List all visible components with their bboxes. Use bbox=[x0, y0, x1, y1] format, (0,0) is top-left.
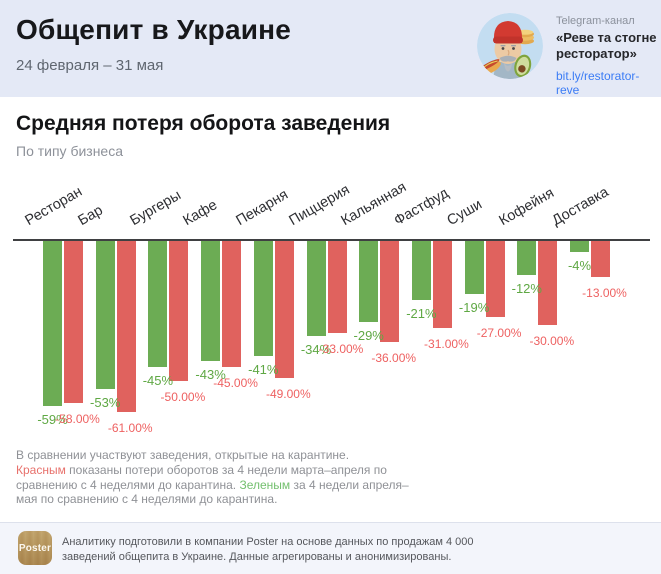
value-label-red: -30.00% bbox=[529, 334, 575, 348]
value-label-green: -4% bbox=[567, 258, 592, 273]
category-label: Бар bbox=[75, 202, 106, 230]
value-label-green: -29% bbox=[353, 328, 384, 343]
category-label: Кафе bbox=[180, 197, 221, 230]
footnote-green-word: Зеленым bbox=[239, 477, 291, 492]
x-axis-line bbox=[13, 239, 650, 241]
value-label-red: -27.00% bbox=[476, 326, 522, 340]
value-label-green: -12% bbox=[511, 281, 542, 296]
value-label-green: -21% bbox=[406, 306, 437, 321]
restaurateur-avatar-icon bbox=[477, 13, 543, 79]
poster-logo-text: Poster bbox=[18, 542, 52, 554]
value-label-red: -13.00% bbox=[582, 286, 627, 300]
bar-green bbox=[411, 241, 431, 300]
bar-green bbox=[359, 241, 379, 323]
bar-red bbox=[222, 241, 242, 367]
footer: Poster Аналитику подготовили в компании … bbox=[0, 523, 661, 574]
bar-red bbox=[274, 241, 294, 379]
bar-green bbox=[201, 241, 221, 362]
chart-footnote: В сравнении участвуют заведения, открыты… bbox=[16, 448, 416, 507]
bar-green bbox=[570, 241, 589, 253]
bar-green bbox=[253, 241, 273, 356]
value-label-red: -50.00% bbox=[160, 390, 206, 404]
value-label-red: -49.00% bbox=[265, 387, 311, 401]
footnote-line-1: В сравнении участвуют заведения, открыты… bbox=[16, 448, 350, 462]
bar-red bbox=[432, 241, 452, 328]
chart-subtitle: По типу бизнеса bbox=[16, 143, 124, 159]
header: Общепит в Украине 24 февраля – 31 мая bbox=[0, 0, 661, 97]
footnote-red-word: Красным bbox=[16, 462, 66, 477]
bar-red bbox=[380, 241, 400, 342]
date-range: 24 февраля – 31 мая bbox=[16, 57, 164, 74]
channel-link[interactable]: bit.ly/restorator-reve bbox=[556, 69, 640, 97]
bar-red bbox=[591, 241, 610, 278]
value-label-green: -53% bbox=[90, 395, 121, 410]
page-title: Общепит в Украине bbox=[16, 14, 292, 45]
poster-logo-icon: Poster bbox=[18, 531, 52, 565]
category-label: Бургеры bbox=[127, 187, 185, 230]
bar-green bbox=[464, 241, 484, 295]
bar-red bbox=[64, 241, 83, 404]
value-label-red: -45.00% bbox=[213, 376, 258, 390]
bar-red bbox=[169, 241, 189, 381]
bar-red bbox=[116, 241, 136, 412]
channel-avatar bbox=[477, 13, 543, 79]
value-label-red: -61.00% bbox=[107, 421, 153, 435]
chart-title: Средняя потеря оборота заведения bbox=[16, 112, 391, 135]
value-label-green: -19% bbox=[458, 300, 490, 315]
bar-red bbox=[485, 241, 505, 317]
footnote-legend: Красным показаны потери оборотов за 4 не… bbox=[16, 463, 416, 507]
category-label: Кофейня bbox=[496, 185, 558, 230]
value-label-red: -31.00% bbox=[424, 337, 469, 351]
bar-green bbox=[517, 241, 537, 275]
value-label-green: -45% bbox=[142, 373, 174, 388]
telegram-channel-label: Telegram-канал bbox=[556, 15, 635, 27]
channel-info: Telegram-канал «Реве та стогне ресторато… bbox=[556, 15, 661, 97]
bar-green bbox=[306, 241, 326, 337]
value-label-green: -43% bbox=[195, 367, 226, 382]
category-label: Доставка bbox=[549, 184, 612, 230]
bar-green bbox=[95, 241, 115, 390]
value-label-red: -33.00% bbox=[318, 342, 364, 356]
channel-name: «Реве та стогне ресторатор» bbox=[556, 30, 657, 61]
value-label-red: -36.00% bbox=[371, 351, 417, 365]
footnote-green-text: за 4 недели апреля–мая по сравнению с 4 … bbox=[16, 477, 409, 507]
value-label-red: -58.00% bbox=[55, 412, 100, 426]
footer-divider bbox=[0, 522, 661, 523]
value-label-green: -34% bbox=[300, 342, 332, 357]
footnote-red-text: показаны потери оборотов за 4 недели мар… bbox=[16, 462, 387, 492]
category-label: Пекарня bbox=[233, 186, 291, 230]
value-label-green: -41% bbox=[248, 362, 279, 377]
bar-green bbox=[43, 241, 62, 407]
bar-red bbox=[327, 241, 347, 334]
value-label-green: -59% bbox=[37, 412, 68, 427]
footer-text: Аналитику подготовили в компании Poster … bbox=[62, 536, 474, 563]
category-label: Ресторан bbox=[22, 183, 86, 230]
bar-red bbox=[538, 241, 558, 325]
bar-green bbox=[148, 241, 168, 367]
